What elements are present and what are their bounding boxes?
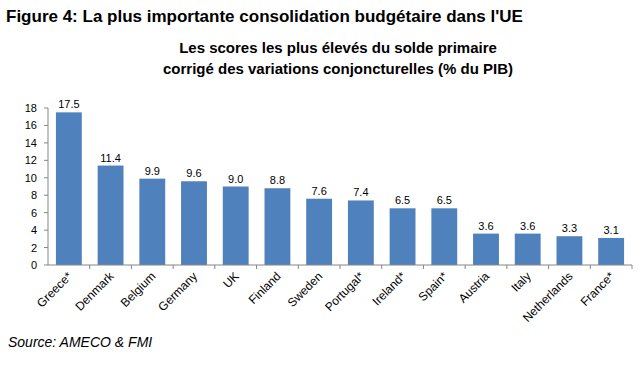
category-tick — [214, 265, 215, 269]
subtitle: corrigé des variations conjoncturelles (… — [163, 60, 513, 77]
bar — [431, 208, 457, 265]
bar — [348, 200, 374, 265]
bar — [598, 238, 624, 265]
bar — [181, 181, 207, 265]
tick-label: 12 — [25, 154, 37, 166]
title: Figure 4: La plus importante consolidati… — [6, 7, 523, 26]
category-tick — [423, 265, 424, 269]
data-label: 7.6 — [311, 185, 326, 197]
tick — [44, 265, 48, 266]
bar — [473, 234, 499, 265]
tick-label: 10 — [25, 172, 37, 184]
category-tick — [340, 265, 341, 269]
bar — [264, 188, 290, 265]
category-tick — [173, 265, 174, 269]
bar — [139, 179, 165, 265]
tick-label: 2 — [31, 242, 37, 254]
data-label: 6.5 — [395, 194, 410, 206]
bar — [98, 166, 124, 265]
category-label: France* — [578, 269, 618, 309]
chart: Figure 4: La plus importante consolidati… — [0, 0, 642, 370]
category-tick — [89, 265, 90, 269]
tick — [44, 108, 48, 109]
tick — [44, 160, 48, 161]
category-label: Netherlands — [520, 269, 576, 325]
tick-label: 18 — [25, 102, 37, 114]
category-label: Denmark — [72, 269, 117, 314]
category-label: Spain* — [415, 269, 450, 304]
tick — [44, 142, 48, 143]
tick — [44, 212, 48, 213]
category-label: Italy — [508, 269, 533, 294]
bar — [390, 208, 416, 265]
bar — [556, 236, 582, 265]
data-label: 3.3 — [562, 222, 577, 234]
tick — [44, 230, 48, 231]
category-tick — [256, 265, 257, 269]
y-axis — [48, 108, 49, 265]
category-tick — [548, 265, 549, 269]
tick — [44, 177, 48, 178]
category-tick — [381, 265, 382, 269]
tick — [44, 195, 48, 196]
source: Source: AMECO & FMI — [8, 334, 152, 350]
tick-label: 6 — [31, 207, 37, 219]
data-label: 17.5 — [58, 98, 79, 110]
data-label: 3.1 — [603, 224, 618, 236]
data-label: 6.5 — [437, 194, 452, 206]
bar — [56, 112, 82, 265]
bar — [223, 187, 249, 266]
data-label: 9.9 — [145, 165, 160, 177]
bars — [56, 112, 624, 265]
category-label: Portugal* — [322, 269, 367, 314]
category-tick — [131, 265, 132, 269]
category-label: Germany — [155, 269, 200, 314]
tick-label: 0 — [31, 259, 37, 271]
category-tick — [590, 265, 591, 269]
category-tick — [506, 265, 507, 269]
data-label: 7.4 — [353, 186, 368, 198]
tick — [44, 125, 48, 126]
bar — [515, 234, 541, 265]
data-label: 8.8 — [270, 174, 285, 186]
category-label: Greece* — [34, 269, 75, 310]
data-label: 11.4 — [100, 152, 121, 164]
tick-label: 4 — [31, 224, 37, 236]
data-label: 3.6 — [520, 220, 535, 232]
data-label: 9.0 — [228, 173, 243, 185]
bar — [306, 199, 332, 265]
tick-label: 8 — [31, 189, 37, 201]
category-tick — [465, 265, 466, 269]
category-label: Ireland* — [370, 269, 409, 308]
category-label: UK — [220, 269, 242, 291]
subtitle: Les scores les plus élevés du solde prim… — [179, 39, 497, 56]
category-label: Austria — [456, 269, 493, 306]
data-label: 3.6 — [478, 220, 493, 232]
tick-label: 16 — [25, 119, 37, 131]
tick — [44, 247, 48, 248]
category-label: Finland — [246, 269, 284, 307]
data-label: 9.6 — [186, 167, 201, 179]
category-label: Sweden — [285, 269, 326, 310]
tick-label: 14 — [25, 137, 37, 149]
category-tick — [298, 265, 299, 269]
category-tick — [632, 265, 633, 269]
category-label: Belgium — [118, 269, 159, 310]
